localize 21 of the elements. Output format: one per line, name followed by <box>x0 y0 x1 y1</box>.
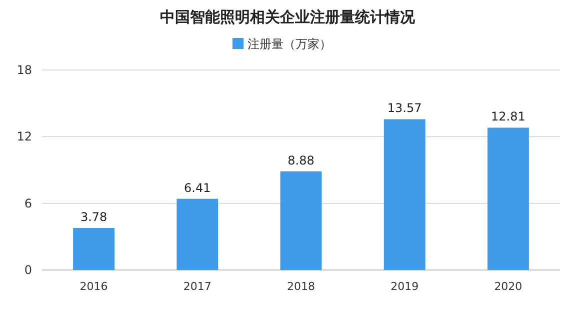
chart-title: 中国智能照明相关企业注册量统计情况 <box>160 8 416 26</box>
bar <box>280 171 322 270</box>
data-label: 6.41 <box>184 180 211 195</box>
x-tick-label: 2016 <box>80 280 108 293</box>
x-tick-label: 2017 <box>183 280 212 293</box>
data-label: 3.78 <box>80 210 108 224</box>
y-tick-label: 0 <box>24 263 32 277</box>
y-tick-label: 6 <box>24 196 32 210</box>
data-label: 8.88 <box>288 153 314 168</box>
y-tick-label: 12 <box>16 130 32 144</box>
bar <box>384 119 426 270</box>
data-label: 13.57 <box>387 101 422 116</box>
x-tick-label: 2020 <box>494 280 522 293</box>
bar <box>73 228 115 270</box>
x-tick-label: 2018 <box>287 280 315 293</box>
bar <box>487 128 529 270</box>
bar <box>176 198 218 270</box>
legend-label: 注册量（万家） <box>248 37 332 51</box>
x-tick-label: 2019 <box>390 280 419 293</box>
y-tick-label: 18 <box>16 63 32 77</box>
data-label: 12.81 <box>491 110 526 124</box>
